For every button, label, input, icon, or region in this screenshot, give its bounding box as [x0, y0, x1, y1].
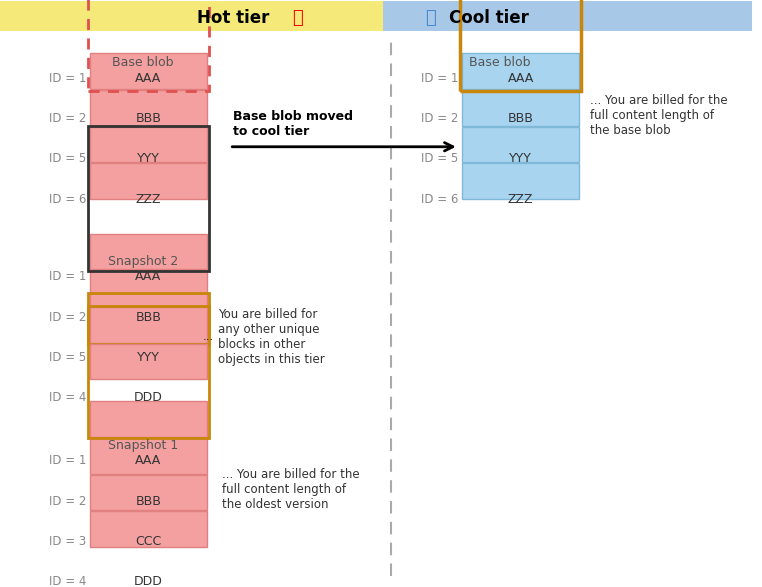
FancyBboxPatch shape — [90, 511, 207, 546]
Text: BBB: BBB — [136, 311, 162, 323]
Text: ZZZ: ZZZ — [508, 193, 533, 205]
Text: ID = 4: ID = 4 — [49, 575, 86, 587]
Text: ID = 5: ID = 5 — [50, 351, 86, 364]
Text: ID = 2: ID = 2 — [49, 311, 86, 323]
FancyBboxPatch shape — [90, 402, 207, 437]
Text: Base blob moved
to cool tier: Base blob moved to cool tier — [233, 110, 353, 138]
Text: Cool tier: Cool tier — [449, 9, 529, 27]
Text: ... You are billed for the
full content length of
the oldest version: ... You are billed for the full content … — [222, 468, 360, 511]
Text: ID = 5: ID = 5 — [421, 153, 459, 166]
Text: ID = 4: ID = 4 — [49, 391, 86, 404]
Text: You are billed for
any other unique
blocks in other
objects in this tier: You are billed for any other unique bloc… — [218, 308, 325, 366]
Text: ID = 1: ID = 1 — [49, 454, 86, 467]
FancyBboxPatch shape — [463, 163, 579, 199]
FancyBboxPatch shape — [90, 53, 207, 89]
Text: ID = 1: ID = 1 — [421, 72, 459, 85]
Text: BBB: BBB — [136, 112, 162, 125]
Text: ID = 6: ID = 6 — [49, 193, 86, 205]
Text: ID = 1: ID = 1 — [49, 271, 86, 284]
Text: ID = 3: ID = 3 — [50, 535, 86, 548]
Text: BBB: BBB — [507, 112, 533, 125]
Text: CCC: CCC — [136, 535, 162, 548]
Text: YYY: YYY — [137, 153, 160, 166]
Text: AAA: AAA — [507, 72, 534, 85]
Text: Snapshot 2: Snapshot 2 — [107, 255, 178, 268]
Text: ZZZ: ZZZ — [136, 193, 162, 205]
Text: Base blob: Base blob — [112, 56, 174, 69]
Text: YYY: YYY — [137, 351, 160, 364]
FancyBboxPatch shape — [90, 474, 207, 510]
FancyBboxPatch shape — [90, 438, 207, 474]
FancyBboxPatch shape — [463, 53, 579, 89]
Text: ...: ... — [203, 330, 214, 343]
Text: ID = 1: ID = 1 — [49, 72, 86, 85]
FancyBboxPatch shape — [90, 234, 207, 269]
FancyBboxPatch shape — [0, 1, 383, 31]
Text: ID = 6: ID = 6 — [421, 193, 459, 205]
FancyBboxPatch shape — [90, 307, 207, 343]
Text: 🌡: 🌡 — [292, 9, 303, 27]
FancyBboxPatch shape — [90, 127, 207, 162]
FancyBboxPatch shape — [90, 90, 207, 126]
Text: BBB: BBB — [136, 495, 162, 508]
Text: YYY: YYY — [509, 153, 532, 166]
Text: AAA: AAA — [136, 72, 162, 85]
FancyBboxPatch shape — [90, 163, 207, 199]
Text: ID = 2: ID = 2 — [421, 112, 459, 125]
FancyBboxPatch shape — [463, 90, 579, 126]
Text: AAA: AAA — [136, 271, 162, 284]
Text: ID = 2: ID = 2 — [49, 112, 86, 125]
FancyBboxPatch shape — [383, 1, 752, 31]
Text: DDD: DDD — [134, 391, 163, 404]
Text: ID = 5: ID = 5 — [50, 153, 86, 166]
FancyBboxPatch shape — [90, 344, 207, 379]
Text: ... You are billed for the
full content length of
the base blob: ... You are billed for the full content … — [590, 93, 727, 137]
Text: ID = 2: ID = 2 — [49, 495, 86, 508]
FancyBboxPatch shape — [463, 127, 579, 162]
Text: AAA: AAA — [136, 454, 162, 467]
Text: 🌡: 🌡 — [425, 9, 436, 27]
Text: Hot tier: Hot tier — [197, 9, 269, 27]
FancyBboxPatch shape — [90, 271, 207, 306]
Text: Base blob: Base blob — [469, 56, 531, 69]
Text: Snapshot 1: Snapshot 1 — [107, 439, 178, 452]
Text: DDD: DDD — [134, 575, 163, 587]
